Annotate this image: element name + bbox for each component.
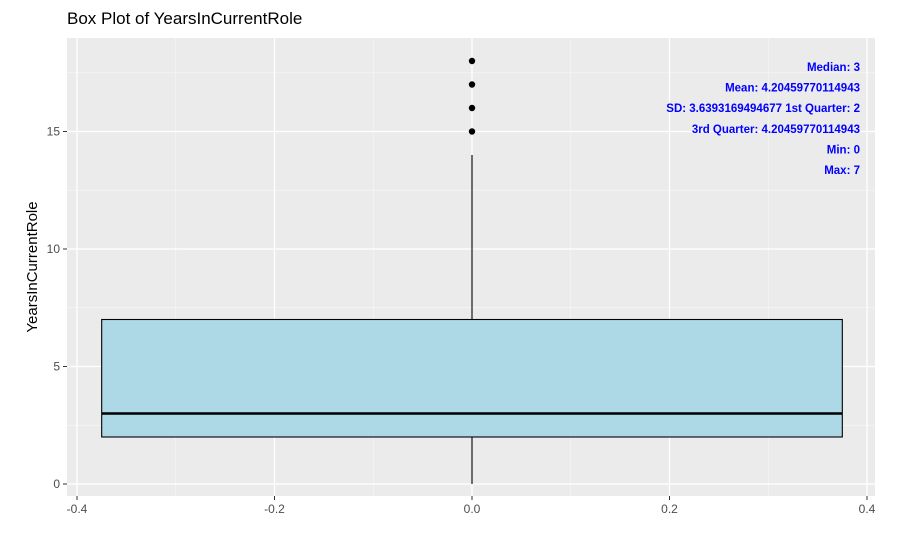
- box-layer: [101, 155, 843, 484]
- x-tick-label: -0.2: [264, 502, 285, 516]
- annotation-line: Min: 0: [827, 144, 860, 156]
- grid-minor: [67, 38, 875, 496]
- annotation-line: 3rd Quarter: 4.20459770114943: [692, 124, 860, 136]
- outlier-point: [468, 104, 476, 112]
- annotation-line: Median: 3: [807, 62, 860, 74]
- y-axis-title: YearsInCurrentRole: [24, 201, 41, 332]
- x-tick-label: -0.4: [67, 502, 88, 516]
- y-tick-label: 0: [53, 477, 60, 491]
- y-tick-label: 5: [53, 360, 60, 374]
- summary-annotations: Median: 3 Mean: 4.20459770114943 SD: 3.639…: [666, 62, 860, 177]
- x-tick-label: 0.0: [464, 502, 481, 516]
- y-tick-label: 15: [47, 125, 61, 139]
- outlier-point: [468, 128, 476, 135]
- chart-title: Box Plot of YearsInCurrentRole: [67, 9, 302, 28]
- y-tick-label: 10: [47, 242, 61, 256]
- outlier-point: [468, 81, 476, 88]
- annotation-line: Mean: 4.20459770114943: [725, 83, 860, 95]
- y-axis: 0 5 10 15: [47, 125, 67, 491]
- x-tick-label: 0.4: [859, 502, 876, 516]
- x-tick-label: 0.2: [661, 502, 678, 516]
- x-axis: -0.4 -0.2 0.0 0.2 0.4: [67, 496, 876, 516]
- annotation-line: SD: 3.6393169494677 1st Quarter: 2: [666, 103, 860, 115]
- outlier-point: [468, 57, 476, 65]
- box-iqr: [101, 318, 843, 438]
- outlier-layer: [468, 57, 476, 135]
- annotation-line: Max: 7: [824, 165, 860, 177]
